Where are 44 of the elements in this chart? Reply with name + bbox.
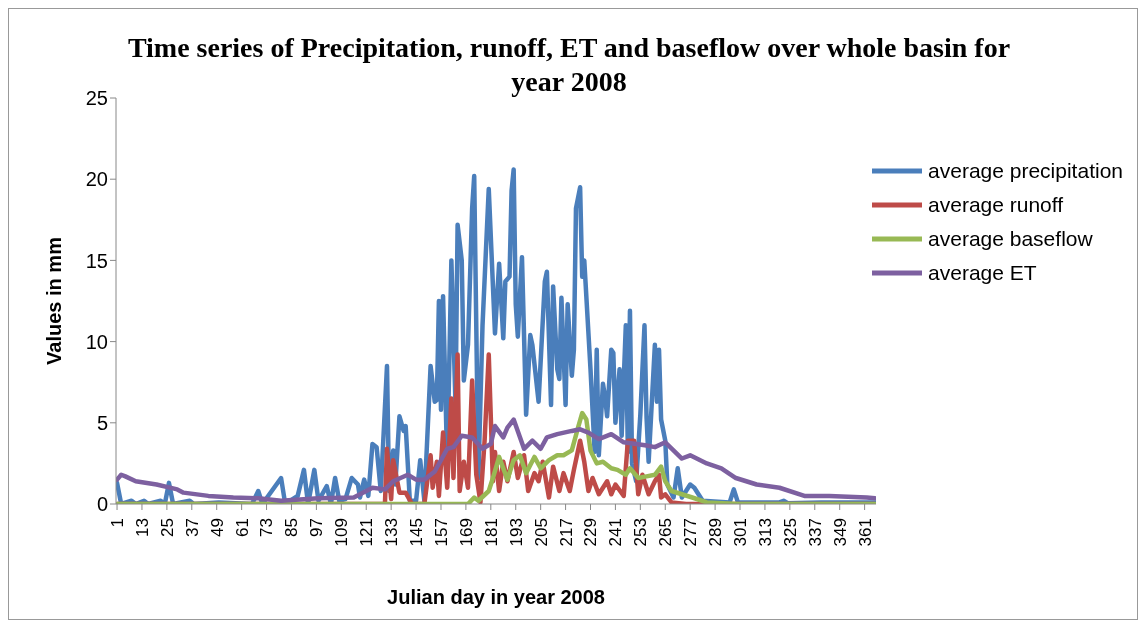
chart-title: Time series of Precipitation, runoff, ET and baseflow over whole basin for year 2008: [126, 31, 1012, 99]
x-tick-label: 157: [431, 518, 451, 547]
x-tick-label: 193: [506, 518, 526, 547]
x-tick-label: 25: [157, 518, 177, 537]
y-axis-title: Values in mm: [43, 237, 66, 365]
legend-label: average baseflow: [928, 226, 1093, 252]
x-tick-label: 349: [830, 518, 850, 547]
x-tick-label: 301: [730, 518, 750, 547]
x-tick-label: 13: [132, 518, 152, 537]
x-tick-label: 205: [531, 518, 551, 547]
x-tick-label: 145: [407, 518, 427, 547]
x-tick-label: 97: [307, 518, 327, 537]
y-tick-label: 10: [85, 330, 108, 353]
x-tick-label: 289: [706, 518, 726, 547]
y-tick-label: 15: [85, 249, 108, 272]
x-tick-label: 325: [780, 518, 800, 547]
x-tick-label: 229: [581, 518, 601, 547]
x-tick-label: 313: [755, 518, 775, 547]
legend-label: average precipitation: [928, 158, 1123, 184]
x-tick-label: 61: [232, 518, 252, 537]
y-tick-label: 5: [96, 411, 108, 434]
x-tick-label: 265: [656, 518, 676, 547]
x-tick-label: 37: [182, 518, 202, 537]
x-tick-label: 133: [382, 518, 402, 547]
x-tick-label: 1: [107, 518, 127, 528]
x-tick-label: 169: [456, 518, 476, 547]
x-axis-title: Julian day in year 2008: [387, 586, 605, 608]
x-tick-label: 181: [481, 518, 501, 547]
x-tick-label: 85: [282, 518, 302, 537]
y-tick-label: 0: [96, 493, 108, 516]
x-tick-label: 109: [332, 518, 352, 547]
x-tick-label: 217: [556, 518, 576, 547]
x-tick-label: 241: [606, 518, 626, 547]
x-tick-label: 253: [631, 518, 651, 547]
x-tick-label: 73: [257, 518, 277, 537]
x-tick-label: 277: [681, 518, 701, 547]
x-tick-label: 121: [357, 518, 377, 547]
x-tick-label: 337: [805, 518, 825, 547]
x-tick-label: 49: [207, 518, 227, 537]
legend-label: average ET: [928, 260, 1037, 286]
y-tick-label: 20: [85, 168, 108, 191]
legend-label: average runoff: [928, 192, 1064, 218]
y-tick-label: 25: [85, 87, 108, 110]
x-tick-label: 361: [855, 518, 875, 547]
